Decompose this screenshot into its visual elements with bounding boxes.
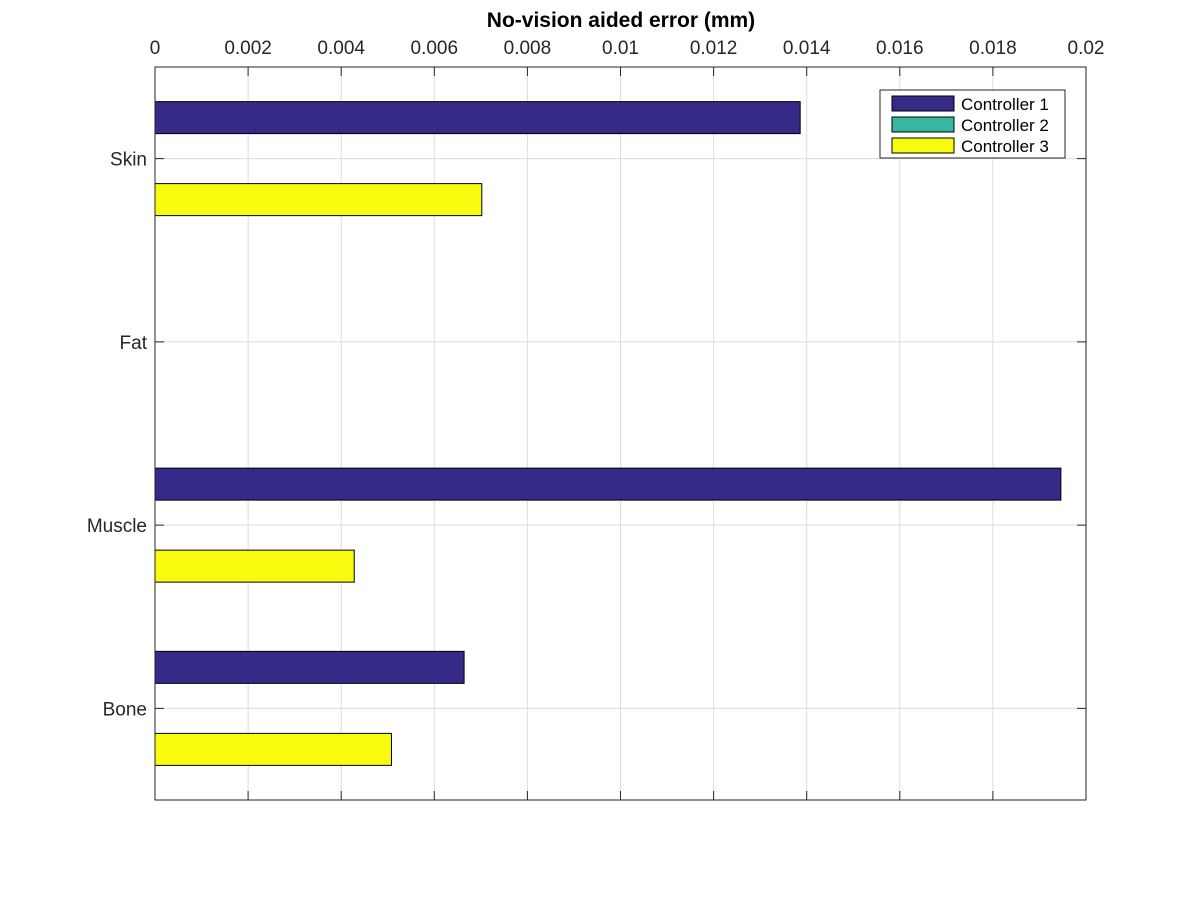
y-tick-label: Skin xyxy=(110,150,147,171)
legend-swatch xyxy=(892,117,954,132)
x-tick-label: 0.012 xyxy=(690,38,738,59)
bar xyxy=(155,102,800,134)
legend-swatch xyxy=(892,138,954,153)
x-tick-label: 0 xyxy=(150,38,161,59)
x-tick-label: 0.004 xyxy=(317,38,365,59)
legend-label: Controller 1 xyxy=(961,95,1049,114)
bar xyxy=(155,550,354,582)
x-tick-label: 0.018 xyxy=(969,38,1017,59)
bar xyxy=(155,468,1061,500)
legend-swatch xyxy=(892,96,954,111)
chart-title: No-vision aided error (mm) xyxy=(487,9,755,32)
x-tick-label: 0.002 xyxy=(224,38,272,59)
x-tick-label: 0.008 xyxy=(504,38,552,59)
legend: Controller 1 Controller 2 Controller 3 xyxy=(880,90,1065,158)
x-tick-label: 0.02 xyxy=(1068,38,1105,59)
y-tick-label: Muscle xyxy=(87,516,147,537)
x-tick-label: 0.01 xyxy=(602,38,639,59)
bar xyxy=(155,651,464,683)
bars xyxy=(155,102,1061,766)
legend-label: Controller 3 xyxy=(961,137,1049,156)
x-tick-label: 0.016 xyxy=(876,38,924,59)
bar xyxy=(155,184,482,216)
x-tick-label: 0.014 xyxy=(783,38,831,59)
legend-label: Controller 2 xyxy=(961,116,1049,135)
grid-lines xyxy=(155,67,1086,800)
bar xyxy=(155,733,391,765)
y-tick-label: Bone xyxy=(103,699,147,720)
y-tick-label: Fat xyxy=(120,333,148,354)
x-tick-label: 0.006 xyxy=(411,38,459,59)
